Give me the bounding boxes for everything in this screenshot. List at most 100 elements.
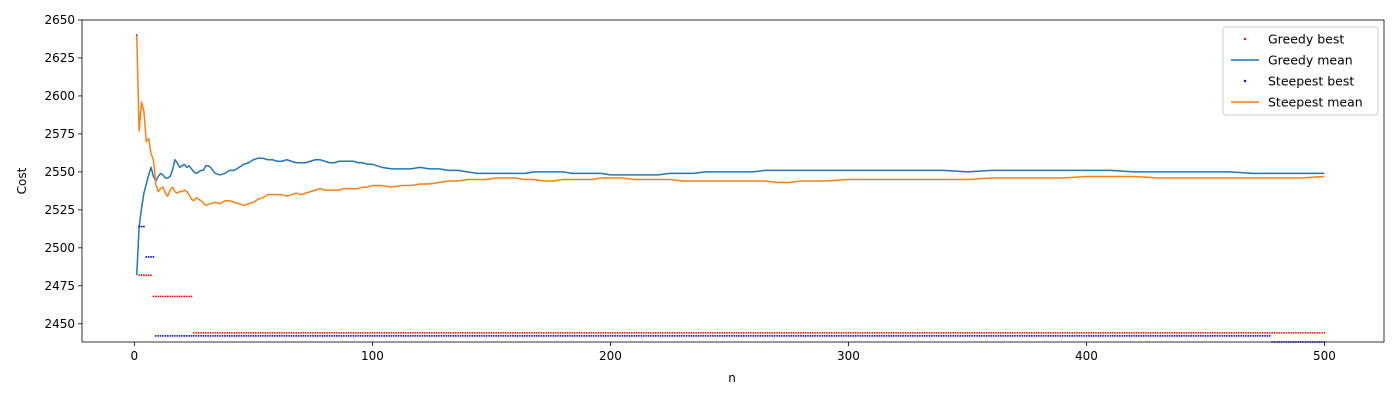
greedy-best-point — [707, 331, 709, 334]
greedy-best-point — [788, 331, 790, 334]
greedy-best-point — [271, 331, 274, 334]
greedy-best-point — [1064, 331, 1066, 334]
steepest-best-point — [799, 335, 802, 337]
steepest-best-point — [1133, 335, 1135, 337]
steepest-best-point — [1030, 335, 1033, 337]
greedy-best-point — [154, 295, 157, 298]
steepest-best-point — [245, 335, 248, 337]
greedy-best-point — [197, 331, 200, 334]
steepest-best-point — [157, 335, 160, 337]
greedy-best-point — [816, 331, 819, 334]
greedy-best-point — [1185, 331, 1188, 334]
greedy-best-point — [1166, 331, 1169, 334]
steepest-best-point — [692, 335, 695, 337]
greedy-best-point — [818, 331, 821, 334]
greedy-best-point — [659, 331, 662, 334]
greedy-best-point — [952, 331, 955, 334]
steepest-best-point — [214, 335, 217, 337]
steepest-best-point — [1202, 335, 1204, 337]
steepest-best-point — [590, 335, 593, 337]
steepest-best-point — [173, 335, 176, 337]
greedy-best-point — [723, 331, 726, 334]
steepest-best-point — [259, 335, 262, 337]
steepest-best-point — [366, 335, 369, 337]
steepest-best-point — [990, 335, 993, 337]
steepest-best-point — [797, 335, 800, 337]
steepest-best-point — [511, 335, 514, 337]
x-tick-label: 300 — [837, 349, 860, 363]
greedy-best-point — [523, 331, 526, 334]
steepest-best-point — [1147, 335, 1150, 337]
steepest-best-point — [166, 335, 169, 337]
steepest-best-point — [1128, 335, 1131, 337]
greedy-best-point — [790, 331, 793, 334]
greedy-best-point — [1223, 331, 1226, 334]
steepest-best-point — [454, 335, 457, 337]
steepest-best-point — [488, 335, 490, 337]
steepest-best-point — [871, 335, 874, 337]
steepest-best-point — [999, 335, 1002, 337]
steepest-best-point — [266, 335, 269, 337]
greedy-best-point — [1252, 331, 1254, 334]
steepest-best-point — [802, 335, 805, 337]
steepest-best-point — [1097, 335, 1100, 337]
greedy-best-point — [918, 331, 921, 334]
greedy-best-point — [661, 331, 664, 334]
steepest-best-point — [1252, 335, 1254, 337]
steepest-best-point — [323, 335, 326, 337]
greedy-best-point — [404, 331, 407, 334]
steepest-best-point — [495, 335, 498, 337]
greedy-best-point — [747, 331, 750, 334]
greedy-best-point — [1168, 331, 1171, 334]
greedy-best-point — [233, 331, 236, 334]
greedy-best-point — [207, 331, 210, 334]
greedy-best-point — [1211, 331, 1214, 334]
steepest-best-point — [338, 335, 340, 337]
steepest-best-point — [1104, 335, 1107, 337]
steepest-best-point — [181, 335, 183, 337]
greedy-best-point — [783, 331, 786, 334]
steepest-best-point — [1176, 335, 1178, 337]
steepest-best-point — [1130, 335, 1133, 337]
steepest-best-point — [376, 335, 379, 337]
greedy-best-point — [1102, 331, 1105, 334]
greedy-best-point — [573, 331, 576, 334]
steepest-best-point — [849, 335, 852, 337]
steepest-best-point — [1171, 335, 1174, 337]
steepest-best-point — [595, 335, 598, 337]
steepest-best-point — [331, 335, 333, 337]
greedy-best-point — [802, 331, 805, 334]
greedy-best-point — [692, 331, 695, 334]
steepest-best-point — [952, 335, 955, 337]
steepest-best-point — [1118, 335, 1121, 337]
greedy-best-point — [162, 295, 164, 298]
greedy-best-point — [614, 331, 617, 334]
greedy-best-point — [252, 331, 255, 334]
steepest-mean-line — [136, 35, 1325, 207]
steepest-best-point — [688, 335, 690, 337]
steepest-best-point — [1223, 335, 1226, 337]
greedy-best-point — [321, 331, 324, 334]
greedy-best-point — [340, 331, 343, 334]
steepest-best-point — [1023, 335, 1026, 337]
greedy-best-point — [940, 331, 943, 334]
greedy-best-point — [495, 331, 498, 334]
steepest-best-point — [949, 335, 952, 337]
greedy-best-point — [811, 331, 814, 334]
greedy-best-point — [166, 295, 169, 298]
steepest-best-point — [676, 335, 678, 337]
steepest-best-point — [635, 335, 638, 337]
greedy-best-point — [895, 331, 897, 334]
greedy-best-point — [426, 331, 429, 334]
greedy-best-point — [1164, 331, 1166, 334]
steepest-best-point — [930, 335, 933, 337]
steepest-best-point — [159, 335, 162, 337]
greedy-best-point — [328, 331, 331, 334]
greedy-best-point — [559, 331, 562, 334]
steepest-best-point — [445, 335, 448, 337]
greedy-best-point — [1283, 331, 1285, 334]
steepest-best-point — [223, 335, 226, 337]
steepest-mean-legend-label: Steepest mean — [1268, 95, 1363, 110]
greedy-best-point — [1204, 331, 1207, 334]
greedy-best-point — [502, 331, 505, 334]
